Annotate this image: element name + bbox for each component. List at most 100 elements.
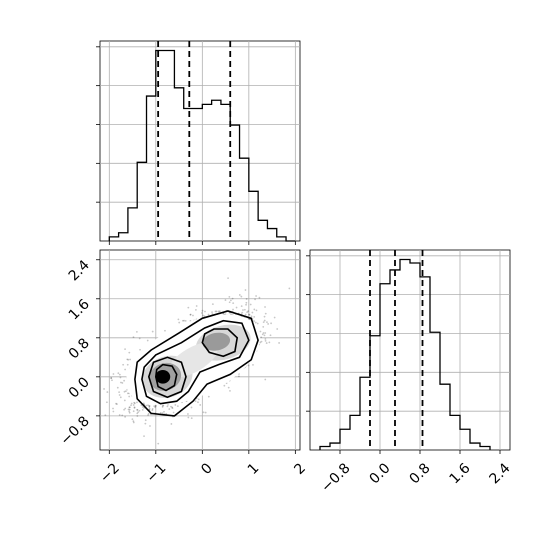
scatter-point bbox=[267, 323, 270, 325]
p1-ytick-label: 0.0 bbox=[66, 374, 93, 401]
scatter-point bbox=[192, 314, 194, 317]
scatter-point bbox=[110, 377, 113, 380]
scatter-point bbox=[288, 287, 291, 290]
scatter-point bbox=[161, 406, 164, 408]
scatter-point bbox=[259, 341, 262, 344]
scatter-point bbox=[253, 308, 256, 311]
scatter-point bbox=[248, 313, 250, 316]
scatter-point bbox=[124, 407, 127, 410]
contour-third-b bbox=[201, 328, 239, 358]
scatter-point bbox=[130, 402, 133, 405]
scatter-point bbox=[245, 303, 247, 306]
scatter-point bbox=[132, 336, 135, 339]
scatter-point bbox=[171, 407, 174, 410]
scatter-point bbox=[143, 407, 145, 409]
scatter-point bbox=[148, 405, 151, 408]
scatter-point bbox=[251, 311, 254, 314]
scatter-point bbox=[194, 400, 197, 403]
scatter-point bbox=[242, 309, 244, 311]
scatter-point bbox=[244, 289, 247, 291]
scatter-point bbox=[131, 418, 134, 421]
scatter-point bbox=[112, 407, 114, 410]
scatter-point bbox=[128, 411, 131, 414]
scatter-point bbox=[273, 316, 276, 319]
density-panel: −2 −1 0 1 2 −0.8 0.0 0.8 1.6 2.4 bbox=[57, 249, 309, 486]
scatter-point bbox=[254, 321, 257, 324]
scatter-point bbox=[115, 402, 117, 405]
scatter-point bbox=[238, 294, 241, 296]
scatter-point bbox=[119, 376, 122, 379]
scatter-point bbox=[264, 332, 267, 334]
contour-third-a bbox=[147, 356, 187, 399]
scatter-point bbox=[227, 277, 229, 280]
scatter-point bbox=[128, 351, 131, 354]
scatter-point bbox=[189, 313, 192, 316]
scatter-point bbox=[154, 404, 157, 407]
scatter-point bbox=[183, 319, 185, 322]
scatter-point bbox=[166, 405, 169, 408]
scatter-point bbox=[128, 406, 131, 409]
scatter-point bbox=[268, 341, 271, 344]
scatter-point bbox=[190, 417, 193, 420]
scatter-point bbox=[228, 295, 231, 298]
scatter-point bbox=[118, 414, 121, 416]
scatter-point bbox=[164, 329, 166, 332]
scatter-point bbox=[116, 386, 119, 389]
contour-second bbox=[141, 319, 250, 405]
scatter-point bbox=[199, 404, 202, 406]
scatter-point bbox=[103, 388, 105, 390]
scatter-point bbox=[141, 406, 144, 408]
scatter-point bbox=[151, 408, 154, 410]
scatter-point bbox=[258, 296, 261, 299]
scatter-point bbox=[201, 309, 204, 312]
scatter-point bbox=[197, 401, 199, 404]
scatter-point bbox=[264, 378, 267, 381]
scatter-point bbox=[256, 322, 259, 325]
scatter-point bbox=[181, 319, 184, 322]
scatter-point bbox=[243, 308, 246, 311]
scatter-point bbox=[255, 295, 257, 297]
scatter-point bbox=[126, 363, 129, 366]
density-yticks: −0.8 0.0 0.8 1.6 2.4 bbox=[57, 257, 100, 449]
hist-y-panel: −0.8 0.0 0.8 1.6 2.4 bbox=[306, 249, 514, 496]
hist-x-steps bbox=[108, 49, 296, 242]
scatter-point bbox=[128, 410, 131, 413]
scatter-point bbox=[132, 410, 135, 413]
p2-xtick-label: 0.8 bbox=[407, 460, 434, 487]
scatter-point bbox=[202, 314, 204, 317]
scatter-point bbox=[145, 404, 148, 407]
scatter-point bbox=[106, 391, 109, 393]
scatter-point bbox=[118, 373, 121, 376]
scatter-point bbox=[215, 310, 218, 313]
scatter-point bbox=[110, 377, 113, 379]
scatter-point bbox=[168, 408, 171, 410]
scatter-point bbox=[250, 315, 253, 318]
scatter-point bbox=[125, 390, 127, 393]
scatter-point bbox=[276, 328, 279, 330]
scatter-point bbox=[266, 321, 268, 324]
scatter-point bbox=[260, 340, 263, 343]
scatter-point bbox=[232, 308, 234, 311]
scatter-point bbox=[190, 406, 193, 409]
scatter-point bbox=[230, 313, 232, 316]
scatter-point bbox=[262, 326, 265, 328]
scatter-point bbox=[262, 321, 265, 324]
p1-xtick-label: 1 bbox=[245, 460, 263, 478]
scatter-point bbox=[124, 348, 126, 351]
scatter-point bbox=[260, 336, 263, 339]
scatter-point bbox=[240, 305, 243, 307]
scatter-point bbox=[207, 313, 210, 316]
p1-ytick-label: 1.6 bbox=[66, 296, 93, 323]
hist-x-frame bbox=[99, 40, 301, 242]
scatter-point bbox=[118, 394, 121, 396]
scatter-point bbox=[143, 435, 145, 438]
p1-ytick-label: 0.8 bbox=[66, 335, 93, 362]
hist-x-quantile-lines bbox=[157, 41, 232, 241]
scatter-point bbox=[227, 386, 230, 389]
scatter-point bbox=[137, 411, 140, 414]
scatter-point bbox=[138, 337, 141, 340]
scatter-point bbox=[122, 363, 125, 366]
scatter-point bbox=[263, 315, 266, 318]
scatter-point bbox=[144, 422, 147, 425]
